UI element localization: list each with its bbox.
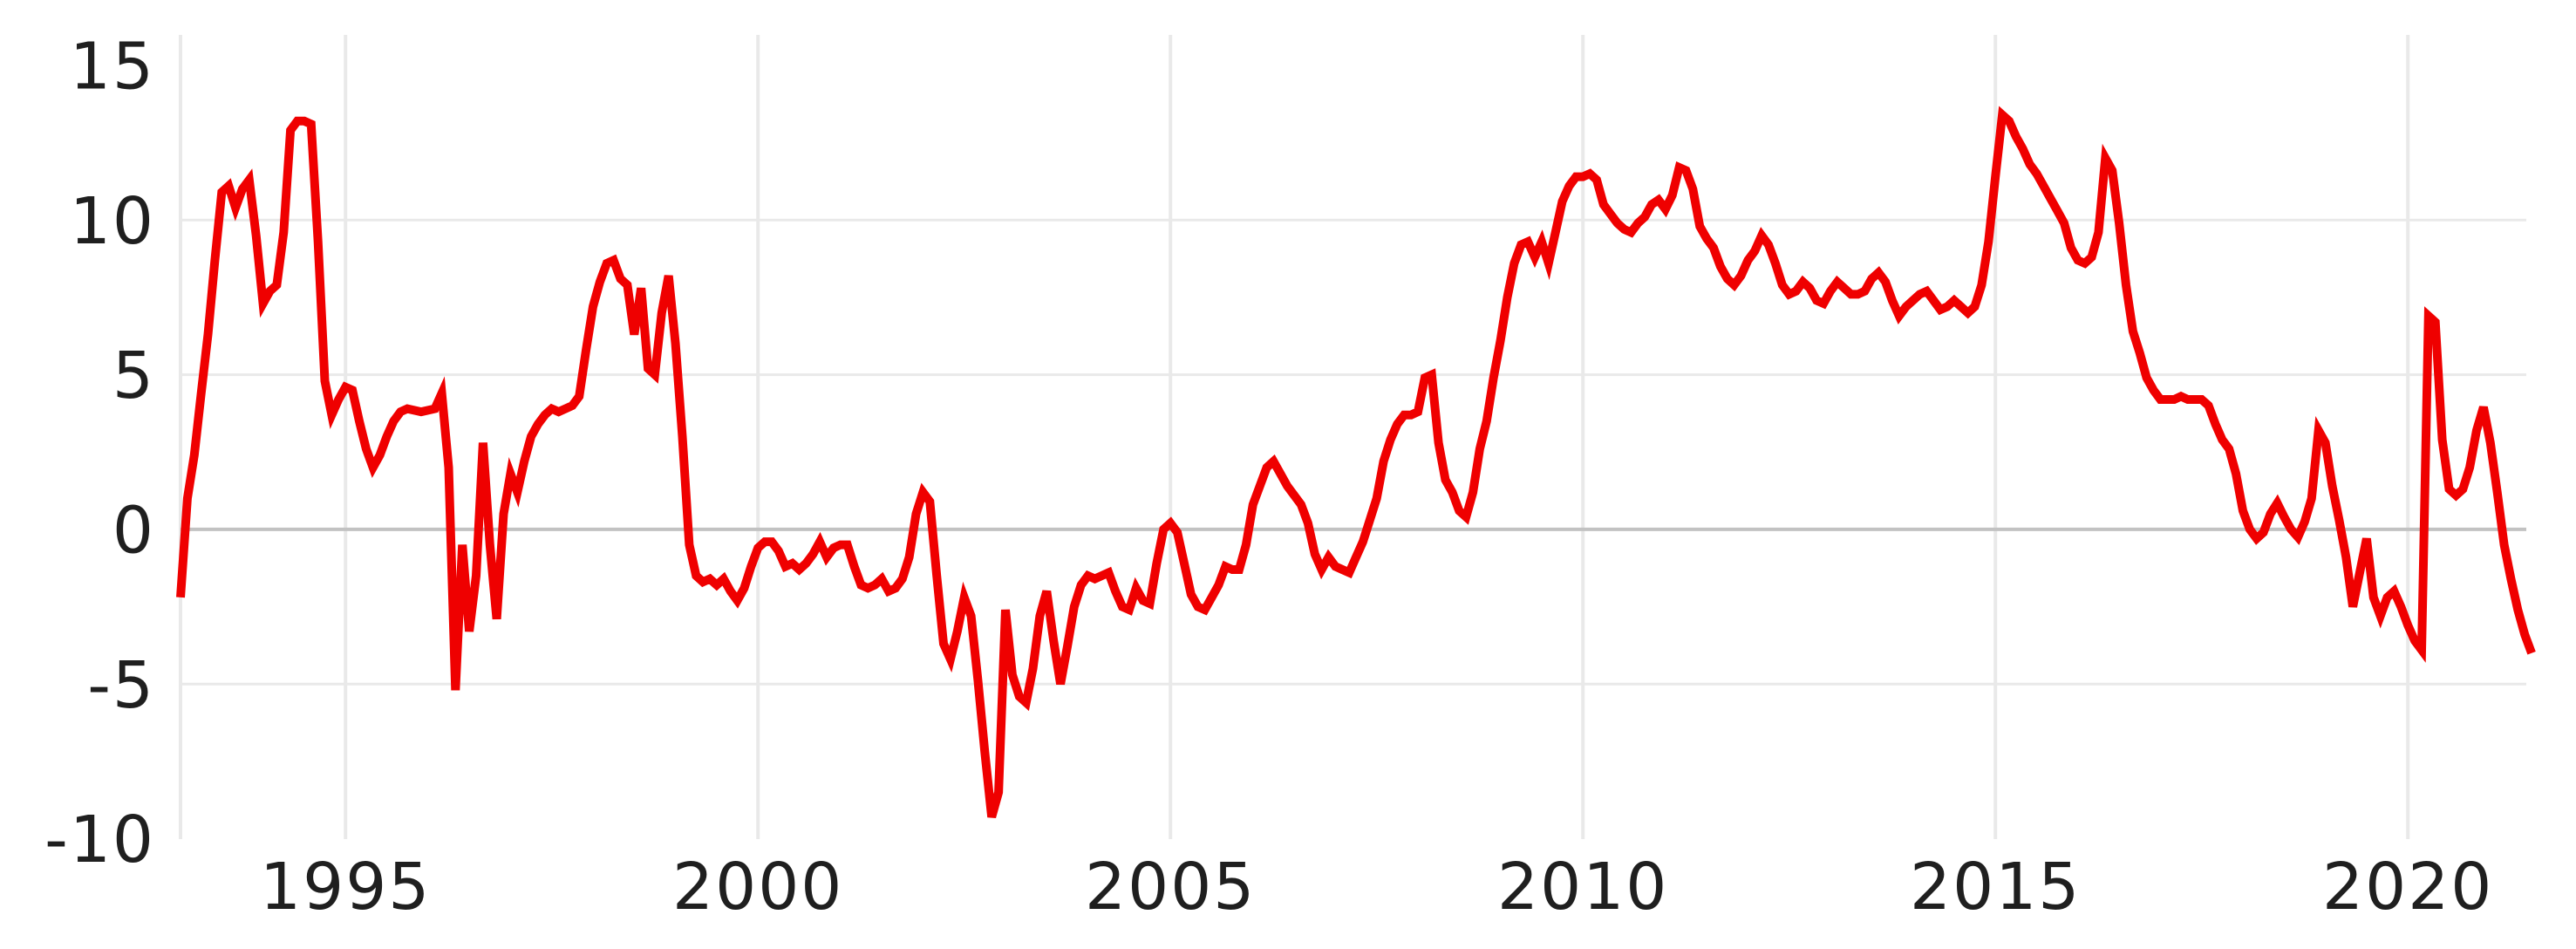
series-group — [176, 106, 2536, 819]
x-tick-label-2010: 2010 — [1497, 850, 1668, 925]
x-tick-label-2000: 2000 — [672, 850, 843, 925]
y-tick-label--5: -5 — [87, 648, 155, 723]
x-tick-label-2015: 2015 — [1910, 850, 2081, 925]
y-tick-label--10: -10 — [44, 802, 155, 877]
y-tick-label-15: 15 — [70, 30, 155, 105]
x-axis-labels: 1995 2000 2005 2010 2015 2020 — [260, 850, 2493, 925]
y-tick-label-5: 5 — [112, 338, 155, 413]
y-axis-labels: 15 10 5 0 -5 -10 — [44, 30, 155, 878]
y-tick-label-10: 10 — [70, 184, 155, 259]
x-tick-label-2020: 2020 — [2322, 850, 2493, 925]
data-series-line — [176, 106, 2536, 819]
x-tick-label-1995: 1995 — [260, 850, 431, 925]
x-tick-label-2005: 2005 — [1085, 850, 1256, 925]
y-tick-label-0: 0 — [112, 494, 155, 569]
